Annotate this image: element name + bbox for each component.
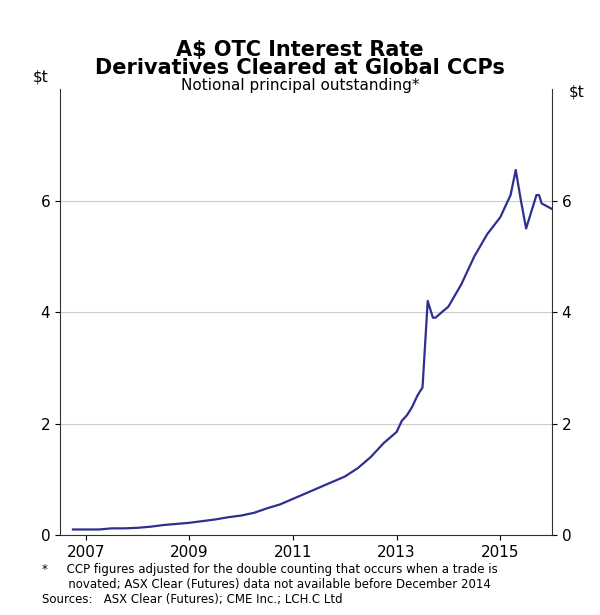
Y-axis label: $t: $t	[32, 69, 48, 85]
Text: novated; ASX Clear (Futures) data not available before December 2014: novated; ASX Clear (Futures) data not av…	[42, 578, 491, 591]
Text: Notional principal outstanding*: Notional principal outstanding*	[181, 78, 419, 93]
Text: *     CCP figures adjusted for the double counting that occurs when a trade is: * CCP figures adjusted for the double co…	[42, 563, 498, 576]
Text: Sources:   ASX Clear (Futures); CME Inc.; LCH.C Ltd: Sources: ASX Clear (Futures); CME Inc.; …	[42, 593, 343, 606]
Y-axis label: $t: $t	[569, 85, 584, 100]
Text: Derivatives Cleared at Global CCPs: Derivatives Cleared at Global CCPs	[95, 58, 505, 79]
Text: A$ OTC Interest Rate: A$ OTC Interest Rate	[176, 40, 424, 60]
